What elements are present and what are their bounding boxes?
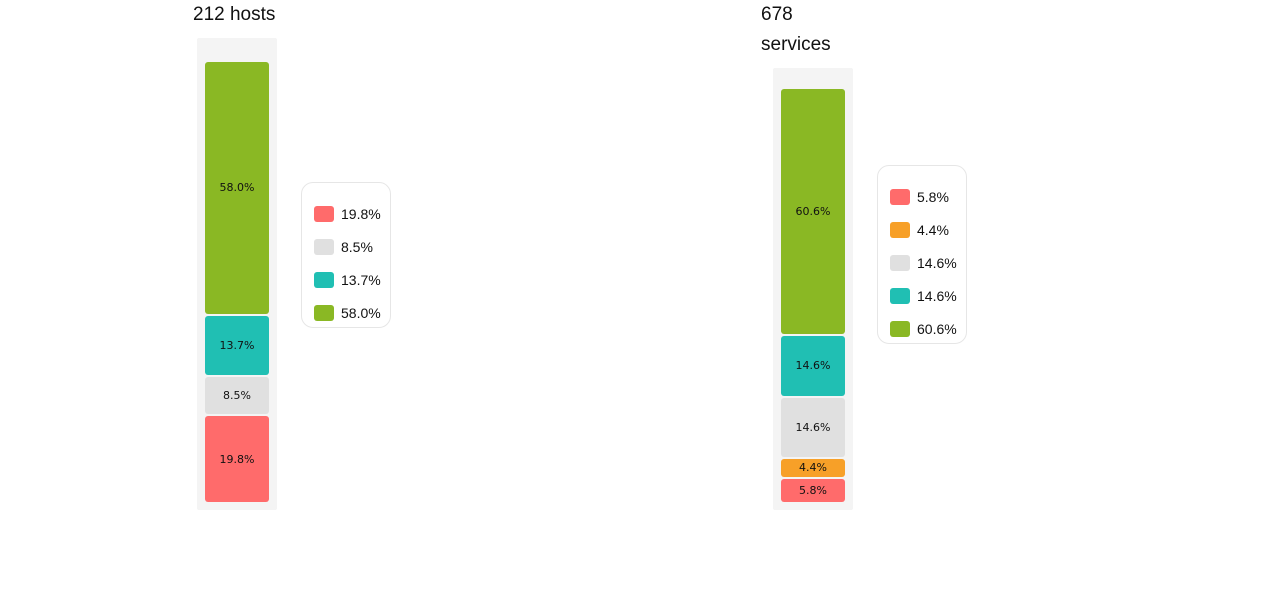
services-legend-item[interactable]: 60.6% <box>890 312 957 345</box>
hosts-bar-data-label: 8.5% <box>223 389 251 403</box>
services-legend: 5.8% 4.4% 14.6% 14.6% 60.6% <box>877 165 967 344</box>
hosts-legend-label: 13.7% <box>341 271 381 288</box>
services-legend-swatch <box>890 188 910 205</box>
services-legend-swatch <box>890 221 910 238</box>
services-bar-segment[interactable]: 5.8% <box>781 478 845 502</box>
services-bar-data-label: 4.4% <box>799 461 827 475</box>
hosts-legend-item[interactable]: 58.0% <box>314 296 381 329</box>
hosts-bar-data-label: 13.7% <box>219 338 255 352</box>
hosts-title: 212 hosts <box>193 4 276 25</box>
services-legend-label: 14.6% <box>917 287 957 304</box>
services-legend-label: 60.6% <box>917 320 957 337</box>
services-legend-label: 4.4% <box>917 221 949 238</box>
services-legend-swatch <box>890 254 910 271</box>
hosts-legend-item[interactable]: 19.8% <box>314 197 381 230</box>
services-title-count: 678 <box>761 4 793 25</box>
hosts-legend-label: 58.0% <box>341 304 381 321</box>
services-legend-swatch <box>890 287 910 304</box>
hosts-bar-data-label: 19.8% <box>219 452 255 466</box>
services-legend-swatch <box>890 320 910 337</box>
services-bar-segment[interactable]: 14.6% <box>781 397 845 457</box>
hosts-legend-swatch <box>314 238 334 255</box>
hosts-legend: 19.8% 8.5% 13.7% 58.0% <box>301 182 391 328</box>
services-legend-item[interactable]: 14.6% <box>890 279 957 312</box>
hosts-legend-item[interactable]: 8.5% <box>314 230 378 263</box>
services-bar-data-label: 14.6% <box>795 420 831 434</box>
services-bar-segment[interactable]: 4.4% <box>781 458 845 477</box>
hosts-legend-swatch <box>314 271 334 288</box>
hosts-legend-label: 8.5% <box>341 238 373 255</box>
services-legend-label: 5.8% <box>917 188 949 205</box>
services-bar-data-label: 5.8% <box>799 483 827 497</box>
services-bar-data-label: 14.6% <box>795 359 831 373</box>
hosts-bar-segment[interactable]: 19.8% <box>205 416 269 502</box>
hosts-legend-swatch <box>314 205 334 222</box>
services-bar-segment[interactable]: 60.6% <box>781 89 845 335</box>
services-legend-item[interactable]: 14.6% <box>890 246 957 279</box>
hosts-legend-swatch <box>314 304 334 321</box>
hosts-bar-segment[interactable]: 58.0% <box>205 62 269 314</box>
services-bar-segment[interactable]: 14.6% <box>781 336 845 396</box>
services-legend-label: 14.6% <box>917 254 957 271</box>
hosts-legend-item[interactable]: 13.7% <box>314 263 381 296</box>
services-legend-item[interactable]: 5.8% <box>890 180 954 213</box>
hosts-bar-segment[interactable]: 8.5% <box>205 377 269 415</box>
hosts-bar-data-label: 58.0% <box>219 181 255 195</box>
hosts-bar-segment[interactable]: 13.7% <box>205 315 269 376</box>
services-title-label: services <box>761 34 831 55</box>
services-bar-data-label: 60.6% <box>795 205 831 219</box>
hosts-legend-label: 19.8% <box>341 205 381 222</box>
services-legend-item[interactable]: 4.4% <box>890 213 954 246</box>
